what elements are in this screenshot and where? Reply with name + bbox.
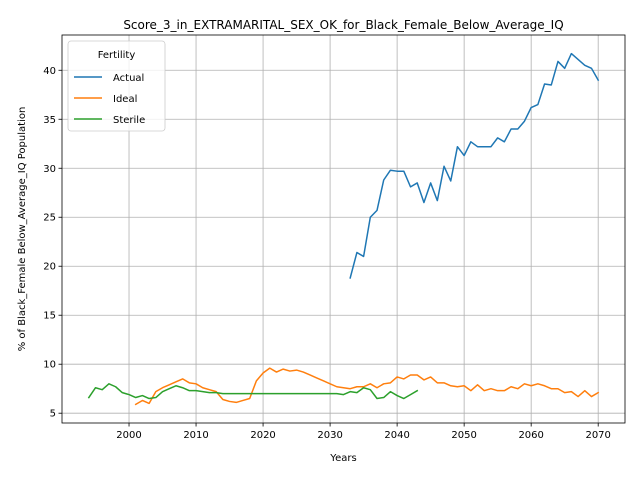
legend-title: Fertility xyxy=(98,50,136,61)
y-tick-label: 15 xyxy=(43,311,56,322)
series-line-actual xyxy=(349,52,600,279)
y-tick-label: 35 xyxy=(43,115,56,126)
x-axis-label: Years xyxy=(329,453,356,464)
series-lines xyxy=(87,52,600,406)
series-line-ideal xyxy=(134,367,600,406)
legend-label-ideal: Ideal xyxy=(113,94,137,105)
legend-label-actual: Actual xyxy=(113,73,144,84)
x-tick-label: 2040 xyxy=(384,430,409,441)
x-tick-label: 2000 xyxy=(116,430,141,441)
y-tick-label: 25 xyxy=(43,213,56,224)
y-tick-label: 10 xyxy=(43,360,56,371)
x-tick-label: 2020 xyxy=(250,430,275,441)
series-line-sterile xyxy=(87,383,419,400)
x-tick-label: 2060 xyxy=(518,430,543,441)
y-tick-label: 20 xyxy=(43,262,56,273)
axis-ticks: 2000 2010 2020 2030 2040 2050 2060 2070 5 10 15 20 2… xyxy=(43,66,611,441)
x-tick-label: 2010 xyxy=(183,430,208,441)
gridlines xyxy=(62,35,625,423)
legend: Fertility Actual Ideal Sterile xyxy=(67,40,166,132)
chart-title: Score_3_in_EXTRAMARITAL_SEX_OK_for_Black… xyxy=(123,18,563,32)
y-tick-label: 40 xyxy=(43,66,56,77)
plot-frame xyxy=(61,34,626,424)
y-axis-label: % of Black_Female Below_Average_IQ Popul… xyxy=(17,107,28,352)
legend-label-sterile: Sterile xyxy=(113,115,145,126)
y-tick-label: 5 xyxy=(50,409,56,420)
x-tick-label: 2050 xyxy=(451,430,476,441)
x-tick-label: 2070 xyxy=(585,430,610,441)
legend-frame xyxy=(67,40,166,132)
x-tick-label: 2030 xyxy=(317,430,342,441)
y-tick-label: 30 xyxy=(43,164,56,175)
